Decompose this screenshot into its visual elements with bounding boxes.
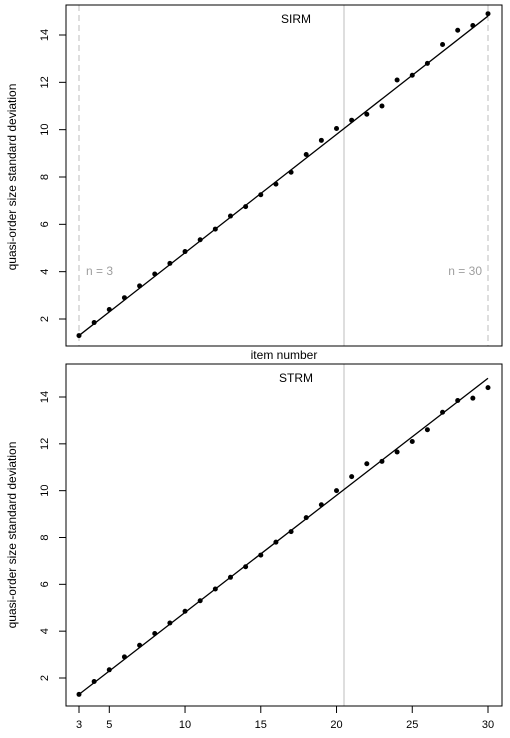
fit-line [78, 377, 489, 695]
x-tick-label: 3 [76, 719, 82, 731]
n3-label: n = 3 [86, 264, 113, 278]
data-point [212, 226, 218, 232]
x-axis-ticks: 3 5 10 15 20 25 30 [76, 706, 494, 731]
data-point [106, 307, 112, 313]
y-tick-label: 10 [39, 124, 51, 136]
data-points [76, 11, 491, 339]
data-point [182, 249, 188, 255]
y-tick-label: 8 [39, 534, 51, 540]
x-tick-label: 10 [179, 719, 191, 731]
data-point [303, 515, 309, 521]
data-point [258, 552, 264, 558]
y-axis-label: quasi-order size standard deviation [5, 442, 19, 629]
data-point [182, 608, 188, 614]
data-point [485, 385, 491, 391]
data-point [455, 398, 461, 404]
y-tick-label: 6 [39, 581, 51, 587]
y-axis-ticks: 2 4 6 8 10 12 14 [39, 29, 66, 322]
data-point [440, 41, 446, 47]
y-tick-label: 8 [39, 174, 51, 180]
data-point [273, 181, 279, 187]
x-tick-label: 5 [106, 719, 112, 731]
data-point [455, 27, 461, 33]
y-axis-ticks: 2 4 6 8 10 12 14 [39, 391, 66, 681]
y-tick-label: 4 [39, 269, 51, 275]
x-tick-label: 15 [255, 719, 267, 731]
data-point [167, 620, 173, 626]
data-point [349, 117, 355, 123]
x-axis-label: item number [251, 348, 318, 362]
data-point [288, 169, 294, 175]
panel-title: SIRM [281, 12, 311, 26]
data-point [334, 125, 340, 131]
data-point [137, 642, 143, 648]
data-point [409, 438, 415, 444]
data-point [197, 598, 203, 604]
y-tick-label: 4 [39, 628, 51, 634]
y-tick-label: 14 [39, 391, 51, 403]
data-point [303, 152, 309, 158]
data-point [334, 488, 340, 494]
data-point [394, 77, 400, 83]
data-point [394, 449, 400, 455]
data-point [364, 461, 370, 467]
data-point [227, 574, 233, 580]
x-tick-label: 30 [482, 719, 494, 731]
plot-frame [65, 4, 503, 347]
data-point [424, 427, 430, 433]
data-point [121, 295, 127, 301]
data-point [212, 586, 218, 592]
y-tick-label: 12 [39, 438, 51, 450]
data-point [349, 474, 355, 480]
data-point [91, 320, 97, 326]
y-tick-label: 2 [39, 675, 51, 681]
panel-title: STRM [279, 371, 313, 385]
data-point [243, 204, 249, 210]
data-point [152, 631, 158, 637]
x-tick-label: 20 [330, 719, 342, 731]
data-point [273, 539, 279, 545]
data-point [227, 213, 233, 219]
panel-strm: 2 4 6 8 10 12 14 3 5 10 15 20 25 30 STRM quasi-order… [5, 363, 503, 731]
y-axis-label: quasi-order size standard deviation [5, 84, 19, 271]
data-point [76, 333, 82, 339]
y-tick-label: 14 [39, 29, 51, 41]
data-point [258, 192, 264, 198]
y-tick-label: 6 [39, 221, 51, 227]
y-tick-label: 10 [39, 485, 51, 497]
data-point [121, 654, 127, 660]
data-point [364, 111, 370, 117]
data-point [137, 283, 143, 289]
y-tick-label: 12 [39, 76, 51, 88]
data-point [424, 60, 430, 66]
x-tick-label: 25 [406, 719, 418, 731]
data-point [318, 502, 324, 508]
data-point [485, 11, 491, 17]
data-point [152, 271, 158, 277]
data-point [76, 691, 82, 697]
plot-frame [65, 363, 503, 707]
data-point [243, 564, 249, 570]
data-point [197, 237, 203, 243]
data-point [167, 260, 173, 266]
data-point [470, 23, 476, 29]
data-point [106, 667, 112, 673]
data-point [288, 529, 294, 535]
y-tick-label: 2 [39, 316, 51, 322]
n30-label: n = 30 [448, 264, 482, 278]
data-point [318, 137, 324, 143]
data-point [379, 458, 385, 464]
data-point [470, 395, 476, 401]
data-point [440, 409, 446, 415]
panel-sirm: 2 4 6 8 10 12 14 SIRM n = 3 n = 30 quasi-order… [5, 4, 503, 362]
data-point [409, 72, 415, 78]
data-points [76, 385, 491, 697]
fit-line [78, 15, 489, 337]
data-point [379, 103, 385, 109]
data-point [91, 679, 97, 685]
